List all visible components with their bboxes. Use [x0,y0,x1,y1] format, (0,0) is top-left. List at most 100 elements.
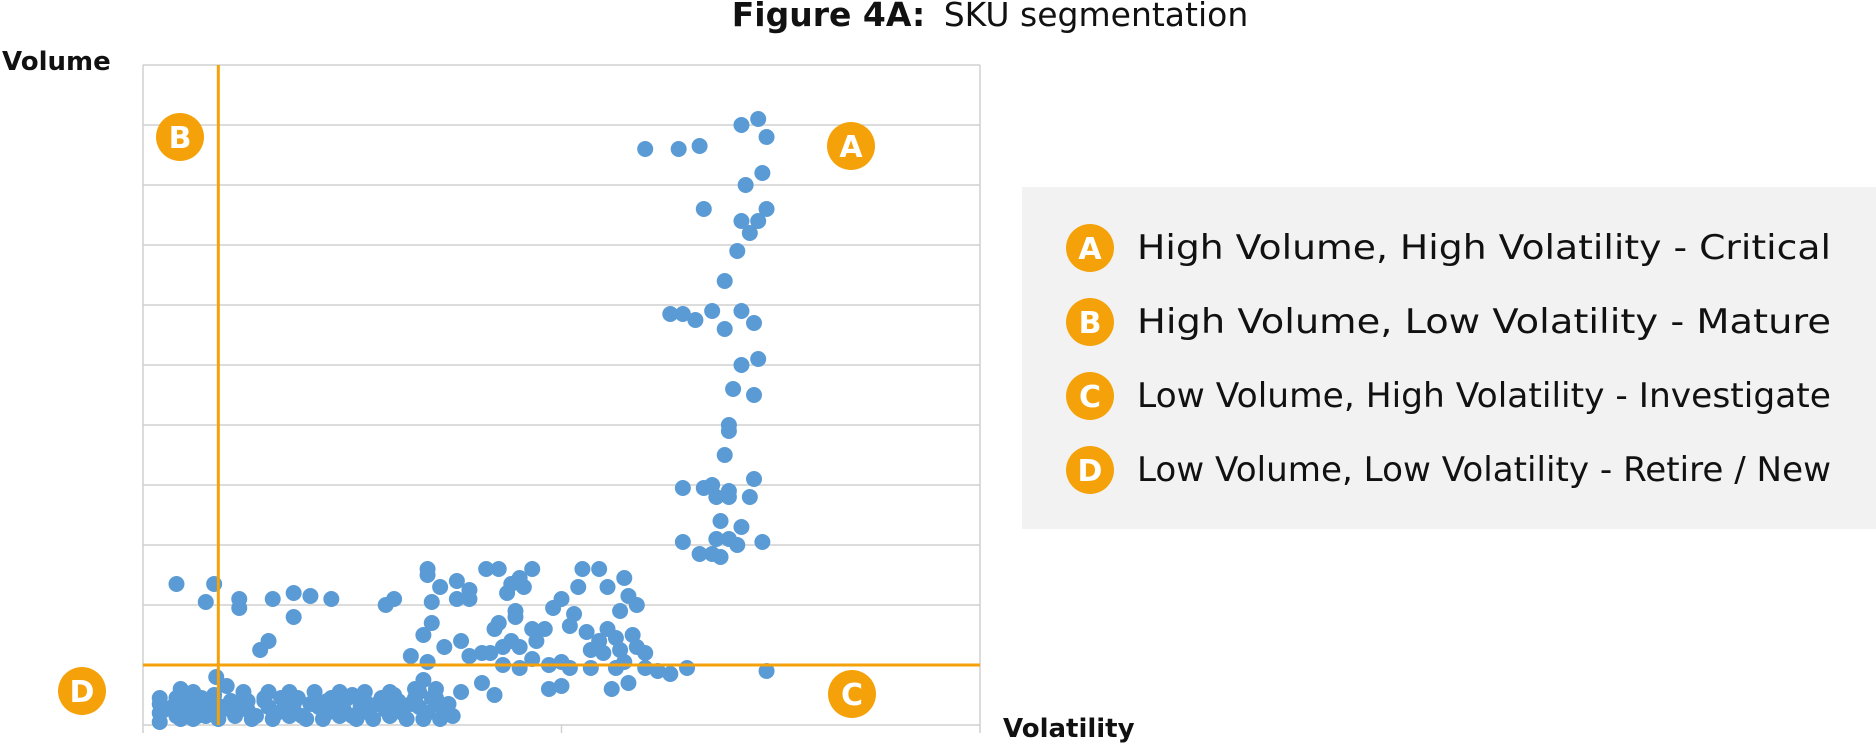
data-point [511,660,528,676]
data-point [741,489,758,505]
data-point [716,447,733,463]
data-point [436,639,453,655]
data-point [691,138,708,154]
data-point [545,600,562,616]
legend-entry-text: Low Volume, High Volatility - Investigat… [1137,376,1831,416]
legend-badge-letter: B [1079,306,1102,341]
data-point [365,711,382,727]
data-point [197,708,214,724]
data-point [314,711,331,727]
data-point [729,243,746,259]
quadrant-badge-a: A [827,122,875,170]
data-points [151,111,775,730]
data-point [754,165,771,181]
data-point [381,708,398,724]
data-point [695,480,712,496]
quadrant-badge-b: B [156,113,204,161]
data-point [524,621,541,637]
data-point [440,696,457,712]
legend: A High Volume, High Volatility - Critical… [1022,187,1876,529]
data-point [524,651,541,667]
data-point [478,561,495,577]
data-point [432,711,449,727]
data-point [649,663,666,679]
data-point [306,684,323,700]
data-point [599,621,616,637]
data-point [331,708,348,724]
data-point [733,117,750,133]
legend-badge-circle [1066,224,1114,272]
data-point [222,693,239,709]
quadrant-badge-d: D [58,667,106,715]
data-point [574,561,591,577]
data-point [319,693,336,709]
data-point [419,561,436,577]
data-point [746,387,763,403]
data-point [620,675,637,691]
data-point [208,669,225,685]
data-point [499,585,516,601]
data-point [155,702,172,718]
data-point [494,639,511,655]
data-point [708,489,725,505]
data-point [331,684,348,700]
data-point [733,303,750,319]
data-point [566,606,583,622]
data-point [758,663,775,679]
data-point [737,177,754,193]
data-point [486,687,503,703]
data-point [172,711,189,727]
data-point [528,633,545,649]
data-point [725,381,742,397]
data-point [419,654,436,670]
legend-box [1022,187,1876,529]
data-point [733,519,750,535]
badge-circle [156,113,204,161]
quadrant-badge-c: C [828,670,876,718]
data-point [461,648,478,664]
data-point [398,711,415,727]
data-point [612,603,629,619]
data-point [285,696,302,712]
data-point [264,711,281,727]
data-point [712,549,729,565]
legend-entry-d: D Low Volume, Low Volatility - Retire / N… [1066,446,1831,494]
data-point [415,672,432,688]
data-point [453,633,470,649]
data-point [448,591,465,607]
data-point [758,129,775,145]
quadrant-badges: A B C D [58,113,876,718]
badge-letter: B [169,121,192,156]
data-point [750,351,767,367]
data-point [561,660,578,676]
data-point [758,201,775,217]
legend-badge-letter: C [1079,380,1101,415]
data-point [607,660,624,676]
data-point [624,627,641,643]
data-point [415,627,432,643]
data-point [323,591,340,607]
data-point [235,684,252,700]
data-point [344,687,361,703]
badge-letter: D [70,675,95,710]
data-point [285,609,302,625]
data-point [473,675,490,691]
data-point [444,708,461,724]
threshold-lines [143,65,980,725]
data-point [423,594,440,610]
data-point [716,273,733,289]
data-point [674,306,691,322]
data-point [415,711,432,727]
data-point [712,513,729,529]
data-point [754,534,771,550]
data-point [570,579,587,595]
data-point [243,711,260,727]
data-point [704,303,721,319]
legend-entry-text: Low Volume, Low Volatility - Retire / Ne… [1137,450,1831,490]
data-point [168,576,185,592]
data-point [386,687,403,703]
chart-title: Figure 4A: SKU segmentation [732,0,1248,34]
data-point [423,615,440,631]
legend-entry-c: C Low Volume, High Volatility - Investiga… [1066,372,1831,420]
